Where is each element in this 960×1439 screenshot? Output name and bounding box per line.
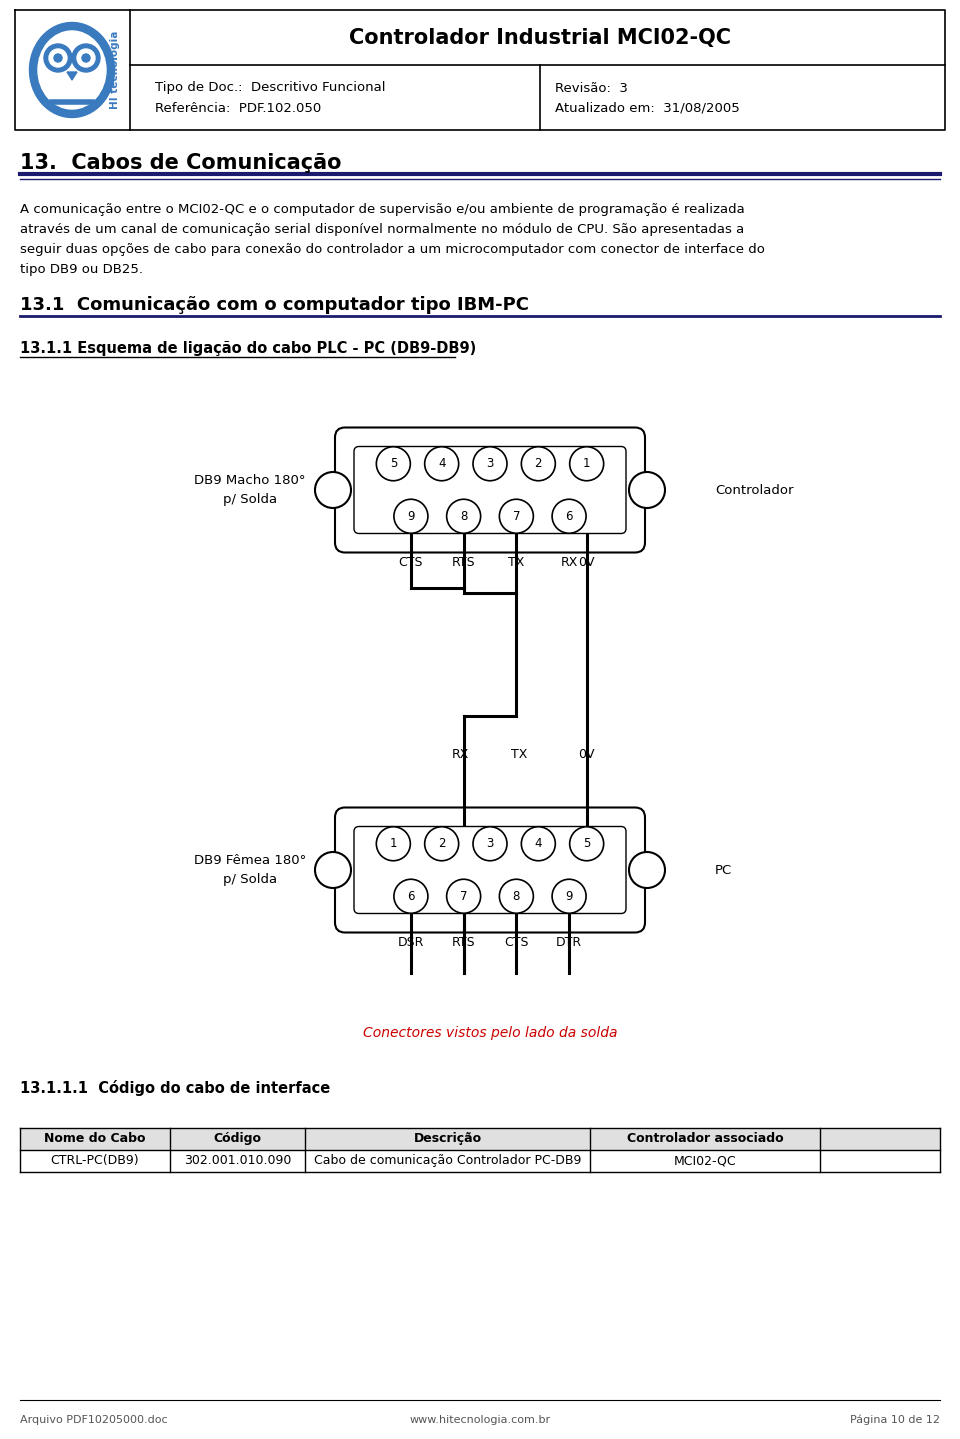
Circle shape	[376, 446, 410, 481]
Text: Arquivo PDF10205000.doc: Arquivo PDF10205000.doc	[20, 1415, 168, 1425]
Text: 1: 1	[583, 458, 590, 471]
Text: 7: 7	[460, 889, 468, 902]
Circle shape	[315, 472, 351, 508]
Circle shape	[499, 879, 534, 914]
Text: Controlador associado: Controlador associado	[627, 1132, 783, 1145]
Circle shape	[376, 827, 410, 861]
Text: DB9 Fêmea 180°: DB9 Fêmea 180°	[194, 853, 306, 866]
Text: Controlador Industrial MCI02-QC: Controlador Industrial MCI02-QC	[349, 27, 731, 47]
Ellipse shape	[30, 23, 114, 118]
Circle shape	[521, 827, 555, 861]
Text: 2: 2	[535, 458, 542, 471]
Text: RX: RX	[561, 555, 578, 568]
Text: 4: 4	[535, 837, 542, 850]
Circle shape	[629, 472, 665, 508]
Text: Atualizado em:  31/08/2005: Atualizado em: 31/08/2005	[555, 102, 740, 115]
Circle shape	[569, 827, 604, 861]
Text: 13.1.1.1  Código do cabo de interface: 13.1.1.1 Código do cabo de interface	[20, 1079, 330, 1095]
Circle shape	[315, 852, 351, 888]
Circle shape	[394, 499, 428, 534]
Text: MCI02-QC: MCI02-QC	[674, 1154, 736, 1167]
Circle shape	[394, 879, 428, 914]
Text: Referência:  PDF.102.050: Referência: PDF.102.050	[155, 102, 322, 115]
Text: Cabo de comunicação Controlador PC-DB9: Cabo de comunicação Controlador PC-DB9	[314, 1154, 581, 1167]
Text: Nome do Cabo: Nome do Cabo	[44, 1132, 146, 1145]
FancyBboxPatch shape	[335, 807, 645, 932]
Circle shape	[54, 55, 62, 62]
Bar	[20, 1128, 940, 1150]
Circle shape	[424, 827, 459, 861]
Text: 6: 6	[407, 889, 415, 902]
Text: DSR: DSR	[397, 935, 424, 948]
Text: CTS: CTS	[504, 935, 529, 948]
FancyBboxPatch shape	[354, 826, 626, 914]
Text: CTS: CTS	[398, 555, 423, 568]
Text: TX: TX	[508, 555, 524, 568]
Text: 3: 3	[487, 458, 493, 471]
Circle shape	[521, 446, 555, 481]
Text: p/ Solda: p/ Solda	[223, 494, 277, 507]
Text: www.hitecnologia.com.br: www.hitecnologia.com.br	[409, 1415, 551, 1425]
Text: 9: 9	[565, 889, 573, 902]
Text: Tipo de Doc.:  Descritivo Funcional: Tipo de Doc.: Descritivo Funcional	[155, 82, 386, 95]
Circle shape	[446, 499, 481, 534]
Text: 6: 6	[565, 509, 573, 522]
Circle shape	[44, 45, 72, 72]
Circle shape	[629, 852, 665, 888]
Text: RX: RX	[452, 748, 469, 761]
Text: CTRL-PC(DB9): CTRL-PC(DB9)	[51, 1154, 139, 1167]
Text: Revisão:  3: Revisão: 3	[555, 82, 628, 95]
Circle shape	[49, 49, 67, 68]
Text: 4: 4	[438, 458, 445, 471]
Text: 0V: 0V	[579, 748, 595, 761]
Text: Descrição: Descrição	[414, 1132, 482, 1145]
Text: RTS: RTS	[452, 555, 475, 568]
Text: 0V: 0V	[579, 555, 595, 568]
Circle shape	[446, 879, 481, 914]
Text: 8: 8	[513, 889, 520, 902]
Circle shape	[77, 49, 95, 68]
Text: TX: TX	[511, 748, 528, 761]
Circle shape	[473, 446, 507, 481]
Text: 5: 5	[583, 837, 590, 850]
Circle shape	[424, 446, 459, 481]
Text: 2: 2	[438, 837, 445, 850]
Text: DB9 Macho 180°: DB9 Macho 180°	[194, 473, 305, 486]
Text: Código: Código	[213, 1132, 261, 1145]
Text: seguir duas opções de cabo para conexão do controlador a um microcomputador com : seguir duas opções de cabo para conexão …	[20, 243, 765, 256]
Text: 13.1.1 Esquema de ligação do cabo PLC - PC (DB9-DB9): 13.1.1 Esquema de ligação do cabo PLC - …	[20, 341, 476, 355]
Text: tipo DB9 ou DB25.: tipo DB9 ou DB25.	[20, 263, 143, 276]
Text: 13.  Cabos de Comunicação: 13. Cabos de Comunicação	[20, 153, 342, 173]
Text: 8: 8	[460, 509, 468, 522]
Text: PC: PC	[715, 863, 732, 876]
Text: 1: 1	[390, 837, 397, 850]
FancyBboxPatch shape	[335, 427, 645, 553]
Text: 9: 9	[407, 509, 415, 522]
Circle shape	[552, 499, 587, 534]
Text: 7: 7	[513, 509, 520, 522]
Text: 3: 3	[487, 837, 493, 850]
Polygon shape	[67, 72, 77, 81]
Text: Controlador: Controlador	[715, 484, 794, 496]
Text: Página 10 de 12: Página 10 de 12	[850, 1415, 940, 1425]
FancyBboxPatch shape	[354, 446, 626, 534]
Text: A comunicação entre o MCI02-QC e o computador de supervisão e/ou ambiente de pro: A comunicação entre o MCI02-QC e o compu…	[20, 203, 745, 216]
Text: DTR: DTR	[556, 935, 582, 948]
Text: Conectores vistos pelo lado da solda: Conectores vistos pelo lado da solda	[363, 1026, 617, 1039]
Circle shape	[552, 879, 587, 914]
Text: HI tecnologia: HI tecnologia	[110, 30, 120, 109]
Circle shape	[82, 55, 90, 62]
Text: através de um canal de comunicação serial disponível normalmente no módulo de CP: através de um canal de comunicação seria…	[20, 223, 744, 236]
Circle shape	[72, 45, 100, 72]
Circle shape	[499, 499, 534, 534]
Text: 5: 5	[390, 458, 397, 471]
Text: 302.001.010.090: 302.001.010.090	[183, 1154, 291, 1167]
Text: RTS: RTS	[452, 935, 475, 948]
Text: 13.1  Comunicação com o computador tipo IBM-PC: 13.1 Comunicação com o computador tipo I…	[20, 296, 529, 314]
Circle shape	[569, 446, 604, 481]
Ellipse shape	[38, 32, 106, 109]
Circle shape	[473, 827, 507, 861]
Text: p/ Solda: p/ Solda	[223, 873, 277, 886]
